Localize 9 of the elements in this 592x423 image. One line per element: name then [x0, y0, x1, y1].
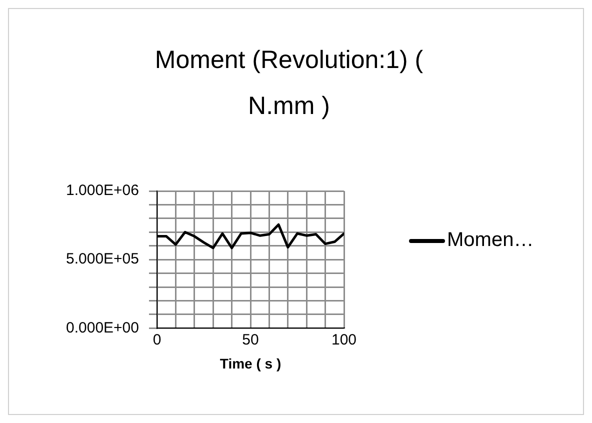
x-tick-label: 0 [152, 331, 162, 348]
y-tick-label: 1.000E+06 [66, 182, 139, 200]
y-tick-label: 5.000E+05 [66, 250, 139, 268]
x-tick-label: 50 [242, 331, 259, 348]
y-tick-label: 0.000E+00 [66, 319, 139, 336]
x-tick-label: 100 [331, 331, 357, 348]
chart-title: Moment (Revolution:1) ( N.mm ) [154, 45, 424, 122]
x-axis-title: Time ( s ) [220, 355, 282, 372]
legend-label: Momen… [447, 229, 534, 252]
